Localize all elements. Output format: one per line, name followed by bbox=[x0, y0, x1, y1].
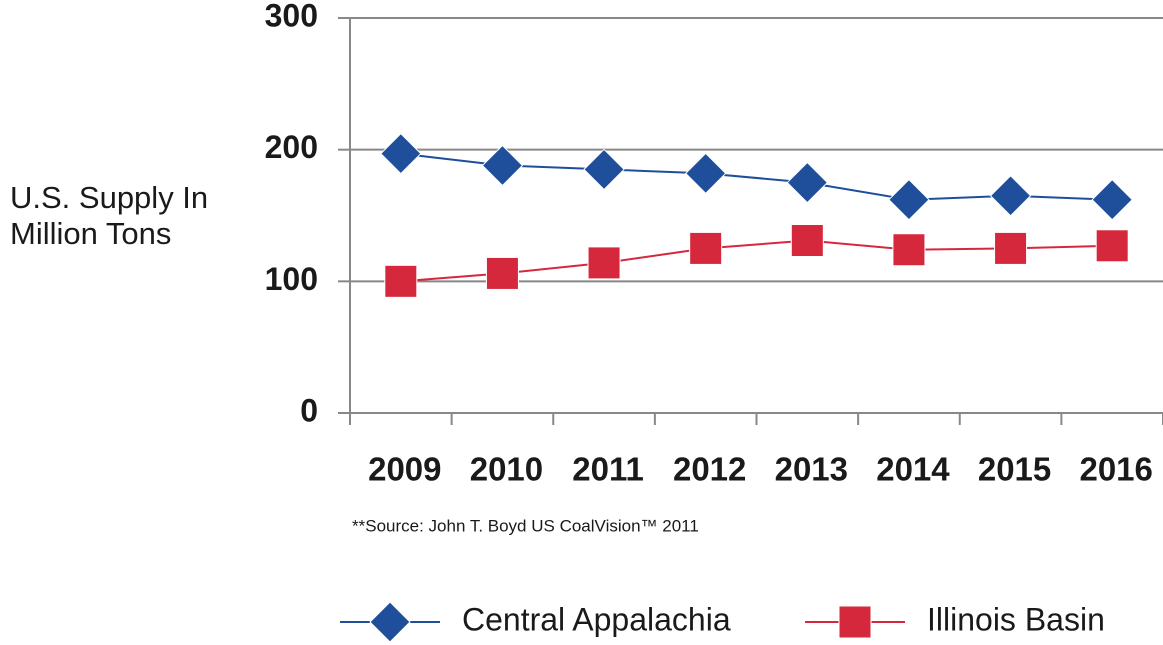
x-tick-label: 2015 bbox=[978, 451, 1051, 488]
data-point bbox=[892, 233, 926, 267]
data-point bbox=[790, 224, 824, 258]
legend-label: Central Appalachia bbox=[462, 601, 731, 637]
y-axis-label: U.S. Supply In Million Tons bbox=[10, 180, 209, 251]
data-point bbox=[786, 161, 829, 204]
x-tick-label: 2012 bbox=[673, 451, 746, 488]
legend-marker bbox=[838, 605, 872, 639]
data-point bbox=[583, 148, 625, 191]
series-line bbox=[400, 239, 1113, 283]
x-tick-label: 2016 bbox=[1079, 451, 1152, 488]
x-tick-label: 2013 bbox=[775, 451, 848, 488]
data-point bbox=[994, 231, 1028, 265]
x-tick-label: 2014 bbox=[876, 451, 950, 488]
data-point bbox=[380, 132, 422, 175]
y-tick-label: 300 bbox=[265, 0, 318, 33]
legend-marker bbox=[369, 601, 411, 643]
x-tick-label: 2011 bbox=[572, 451, 644, 488]
data-point bbox=[1095, 229, 1129, 263]
y-tick-label: 200 bbox=[265, 129, 318, 165]
data-point bbox=[888, 178, 930, 221]
data-point bbox=[689, 231, 723, 265]
data-point bbox=[1091, 178, 1133, 221]
data-point bbox=[684, 152, 727, 195]
x-tick-label: 2010 bbox=[470, 451, 543, 488]
data-point bbox=[481, 144, 524, 187]
data-point bbox=[485, 256, 519, 290]
y-tick-label: 0 bbox=[300, 392, 318, 428]
data-point bbox=[989, 175, 1032, 217]
x-tick-label: 2009 bbox=[368, 451, 441, 488]
legend-label: Illinois Basin bbox=[927, 601, 1105, 637]
y-tick-label: 100 bbox=[265, 261, 318, 297]
data-point bbox=[384, 264, 418, 298]
source-note: **Source: John T. Boyd US CoalVision™ 20… bbox=[352, 516, 699, 535]
data-point bbox=[587, 246, 621, 280]
